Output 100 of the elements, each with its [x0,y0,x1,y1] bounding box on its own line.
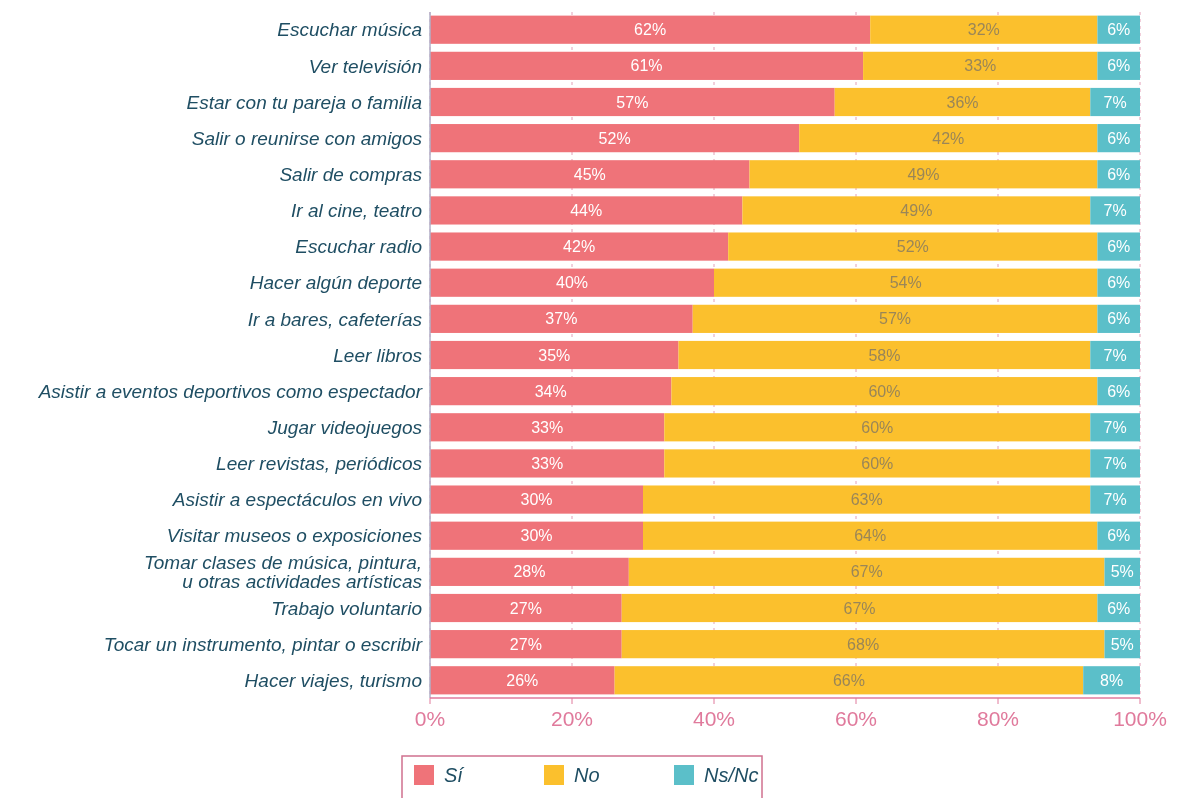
x-tick-label: 80% [976,707,1020,730]
bar [643,521,1098,550]
bar [430,557,629,586]
data-label: 58% [868,346,901,364]
bar [430,593,622,623]
data-label: 26% [506,671,539,689]
bar [430,87,835,117]
x-tick-label: 0% [414,707,446,730]
y-tick-label: Trabajo voluntario [271,597,422,619]
data-label: 33% [964,57,997,75]
data-label: 49% [907,165,940,183]
bar [430,413,665,442]
bar [742,196,1091,225]
data-label: 52% [598,129,631,147]
bar [1090,87,1140,117]
x-tick-label: 20% [550,707,594,730]
bar [430,160,750,189]
bar [664,413,1091,442]
data-label: 6% [1107,310,1131,328]
data-label: 33% [531,418,564,436]
data-label: 30% [520,491,553,509]
data-label: 27% [509,599,542,617]
y-tick-label: Ir a bares, cafeterías [247,308,423,330]
bar [643,485,1091,514]
bar [678,340,1091,370]
y-tick-label: Tocar un instrumento, pintar o escribir [103,633,423,655]
y-tick-label: Visitar museos o exposiciones [166,525,423,547]
legend-label: Sí [444,764,466,786]
bar [834,87,1091,117]
data-label: 60% [868,382,901,400]
data-label: 64% [854,527,887,545]
y-tick-label: Leer libros [333,344,423,366]
y-tick-label: Salir o reunirse con amigos [191,127,423,149]
bar [1090,196,1140,225]
legend-label: Ns/Nc [704,764,759,786]
data-label: 42% [932,129,965,147]
data-label: 62% [634,21,667,39]
bar [430,485,643,514]
bar [430,124,800,153]
data-label: 63% [850,491,883,509]
y-tick-label: Hacer viajes, turismo [244,669,422,691]
data-label: 32% [967,21,1000,39]
data-label: 34% [534,382,567,400]
data-label: 7% [1103,346,1127,364]
data-label: 27% [509,635,542,653]
bar [430,15,871,44]
data-label: 60% [861,455,894,473]
x-tick-label: 40% [692,707,736,730]
data-label: 60% [861,418,894,436]
bar [430,340,679,370]
bar [628,557,1105,586]
data-label: 40% [555,274,589,292]
data-label: 30% [520,527,553,545]
data-label: 7% [1103,202,1127,220]
y-tick-label: Escuchar radio [295,236,422,258]
data-label: 67% [850,563,883,581]
y-tick-label: Asistir a espectáculos en vivo [171,489,422,511]
bar [430,51,864,80]
data-label: 6% [1107,274,1131,292]
bar [430,196,743,225]
data-label: 7% [1103,93,1127,111]
data-label: 5% [1110,563,1134,581]
bar [614,666,1084,695]
bar [1090,449,1140,478]
bar [799,124,1098,153]
y-tick-label: Hacer algún deporte [249,272,422,294]
data-label: 67% [843,599,876,617]
y-tick-label: Asistir a eventos deportivos como espectador [37,380,423,402]
y-tick-label: Salir de compras [279,163,423,185]
data-label: 54% [889,274,922,292]
data-label: 35% [538,346,571,364]
y-tick-label: Ver televisión [308,55,422,77]
data-label: 37% [545,310,578,328]
data-label: 57% [879,310,912,328]
bar [863,51,1098,80]
bar [430,377,672,406]
data-label: 45% [573,165,606,183]
bar [430,666,615,695]
data-label: 6% [1107,527,1131,545]
bar [621,630,1105,659]
data-label: 7% [1103,418,1127,436]
bar [1090,413,1140,442]
data-label: 66% [832,671,865,689]
bar [430,268,714,297]
data-label: 44% [570,202,603,220]
data-label: 49% [900,202,933,220]
bar [430,521,643,550]
data-label: 6% [1107,165,1131,183]
bar [664,449,1091,478]
bar [749,160,1098,189]
data-label: 6% [1107,57,1131,75]
bar [728,232,1098,261]
bar [1090,340,1140,370]
data-label: 33% [531,455,564,473]
y-tick-label: Leer revistas, periódicos [216,453,423,475]
legend-label: No [574,764,600,786]
data-label: 7% [1103,455,1127,473]
data-label: 6% [1107,238,1131,256]
bar [430,630,622,659]
y-tick-label: Tomar clases de música, pintura, u otras actividades artísticas [143,552,423,593]
